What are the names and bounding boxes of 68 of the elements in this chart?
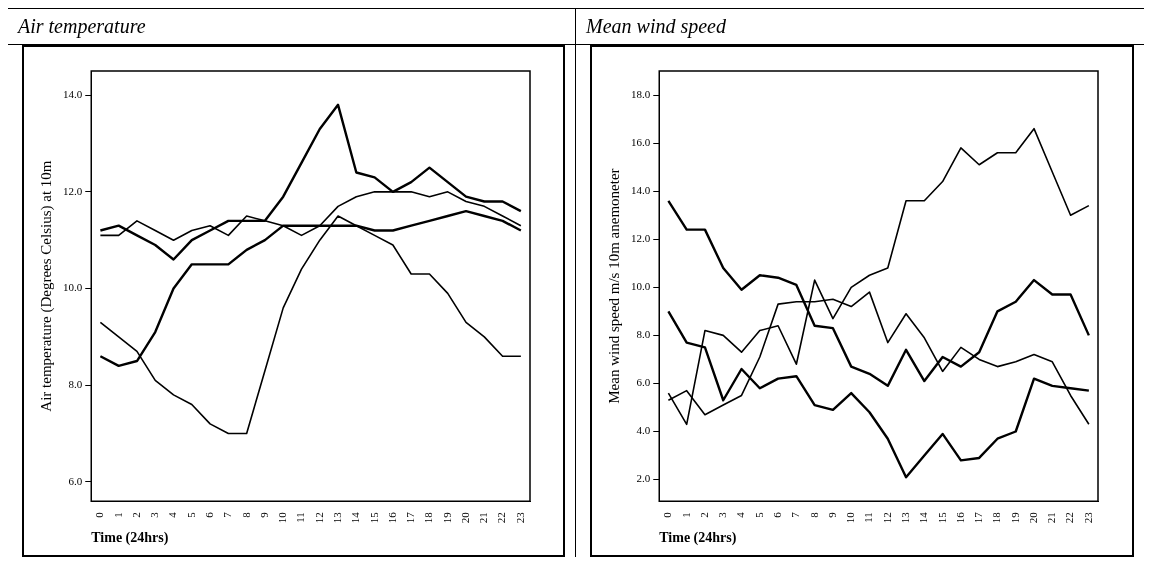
y-tick-label: 12.0 [63,184,83,197]
x-tick-label: 19 [440,511,453,524]
x-tick-label: 1 [111,512,124,518]
x-tick-label: 1 [679,512,692,518]
x-tick-label: 22 [1063,512,1076,524]
x-tick-label: 16 [953,511,966,524]
y-tick-label: 2.0 [636,472,651,485]
x-tick-label: 15 [367,511,380,524]
x-tick-label: 19 [1008,511,1021,524]
x-tick-label: 15 [935,511,948,524]
x-tick-label: 18 [990,511,1003,524]
x-tick-label: 5 [184,511,197,518]
y-axis-title: Air temperature (Degrees Celsius) at 10m [37,160,55,412]
x-axis-title: Time (24hrs) [659,530,737,547]
x-tick-label: 3 [716,511,729,518]
x-tick-label: 7 [789,511,802,518]
y-tick-label: 10.0 [63,281,83,294]
x-tick-label: 11 [862,512,875,523]
x-tick-label: 17 [972,511,985,524]
x-tick-label: 2 [129,512,142,518]
y-tick-label: 14.0 [631,184,651,197]
x-tick-label: 9 [825,511,838,518]
x-tick-label: 2 [697,512,710,518]
x-tick-label: 4 [734,511,747,518]
x-tick-label: 6 [202,511,215,518]
chart-title: Mean wind speed [576,8,1144,45]
y-tick-label: 8.0 [68,378,83,391]
x-tick-label: 17 [404,511,417,524]
x-tick-label: 11 [294,512,307,523]
x-axis-title: Time (24hrs) [91,530,169,547]
x-tick-label: 13 [330,511,343,524]
x-tick-label: 21 [477,512,490,524]
y-tick-label: 4.0 [636,424,651,437]
y-tick-label: 12.0 [631,232,651,245]
x-tick-label: 9 [257,511,270,518]
x-tick-label: 16 [385,511,398,524]
x-tick-label: 8 [239,511,252,518]
x-tick-label: 20 [458,511,471,524]
x-tick-label: 7 [221,511,234,518]
x-tick-label: 10 [276,511,289,524]
x-tick-label: 21 [1045,512,1058,524]
y-tick-label: 10.0 [631,280,651,293]
x-tick-label: 3 [148,511,161,518]
x-tick-label: 23 [1081,511,1094,524]
x-tick-label: 18 [422,511,435,524]
x-tick-label: 20 [1026,511,1039,524]
x-tick-label: 0 [93,511,106,518]
y-tick-label: 8.0 [636,328,651,341]
x-tick-label: 6 [770,511,783,518]
x-tick-label: 0 [661,511,674,518]
x-tick-label: 8 [807,511,820,518]
y-tick-label: 18.0 [631,87,651,100]
chart-title: Air temperature [8,8,575,45]
x-tick-label: 14 [917,511,930,524]
x-tick-label: 4 [166,511,179,518]
x-tick-label: 12 [880,512,893,524]
y-axis-title: Mean wind speed m/s 10m anemoneter [605,168,622,404]
y-tick-label: 6.0 [68,474,83,487]
x-tick-label: 23 [513,511,526,524]
y-tick-label: 14.0 [63,88,83,101]
x-tick-label: 22 [495,512,508,524]
y-tick-label: 16.0 [631,135,651,148]
x-tick-label: 13 [898,511,911,524]
x-tick-label: 10 [844,511,857,524]
y-tick-label: 6.0 [636,376,651,389]
x-tick-label: 12 [312,512,325,524]
x-tick-label: 5 [752,511,765,518]
x-tick-label: 14 [349,511,362,524]
